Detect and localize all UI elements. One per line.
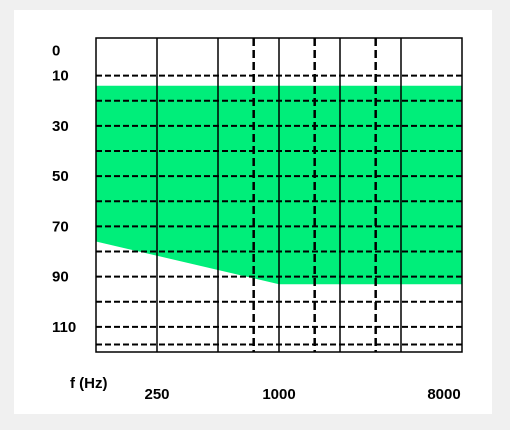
- y-tick-label-10: 10: [52, 68, 69, 85]
- plot-border: [95, 37, 463, 353]
- y-tick-label-110: 110: [52, 319, 76, 336]
- y-tick-label-70: 70: [52, 218, 69, 235]
- chart-frame: 0 10 30 50 70 90 110 f (Hz) 250 1000 8000: [14, 10, 492, 414]
- y-tick-label-90: 90: [52, 269, 69, 286]
- x-axis-title: f (Hz): [70, 375, 108, 392]
- x-tick-label-8000: 8000: [427, 386, 460, 403]
- y-tick-label-50: 50: [52, 168, 69, 185]
- audiogram-chart: 0 10 30 50 70 90 110 f (Hz) 250 1000 8000: [52, 37, 463, 403]
- x-tick-label-250: 250: [144, 386, 169, 403]
- y-tick-label-0: 0: [52, 43, 60, 60]
- y-tick-label-30: 30: [52, 118, 69, 135]
- x-tick-label-1000: 1000: [262, 386, 295, 403]
